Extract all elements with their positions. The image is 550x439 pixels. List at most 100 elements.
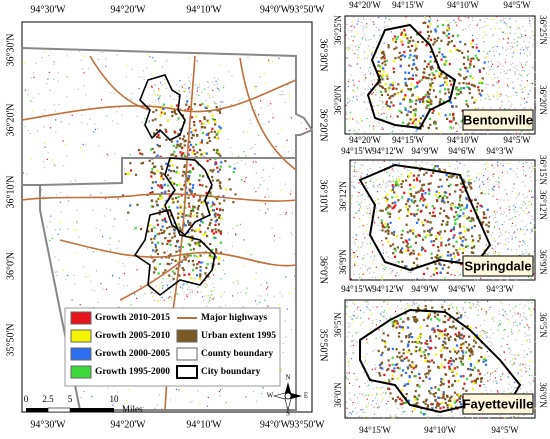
land-pixel bbox=[218, 216, 221, 219]
land-pixel bbox=[155, 248, 158, 252]
land-pixel bbox=[158, 102, 160, 104]
land-pixel bbox=[347, 98, 349, 100]
land-pixel bbox=[60, 221, 62, 223]
land-pixel bbox=[437, 185, 440, 188]
land-pixel bbox=[266, 188, 269, 190]
land-pixel bbox=[441, 23, 444, 27]
land-pixel bbox=[210, 256, 213, 259]
land-pixel bbox=[398, 109, 401, 113]
land-pixel bbox=[468, 170, 470, 172]
land-pixel bbox=[352, 384, 354, 387]
land-pixel bbox=[129, 204, 132, 207]
land-pixel bbox=[44, 51, 46, 53]
land-pixel bbox=[268, 59, 270, 61]
land-pixel bbox=[370, 98, 372, 101]
land-pixel bbox=[353, 263, 356, 265]
land-pixel bbox=[191, 207, 194, 210]
land-pixel bbox=[199, 265, 202, 269]
land-pixel bbox=[378, 122, 381, 124]
land-pixel bbox=[165, 130, 168, 133]
land-pixel bbox=[408, 122, 411, 125]
land-pixel bbox=[496, 370, 498, 373]
land-pixel bbox=[533, 59, 536, 61]
land-pixel bbox=[183, 283, 185, 285]
land-pixel bbox=[400, 28, 402, 30]
land-pixel bbox=[508, 347, 510, 349]
land-pixel bbox=[169, 177, 172, 180]
land-pixel bbox=[478, 234, 481, 237]
land-pixel bbox=[414, 86, 417, 89]
land-pixel bbox=[483, 356, 486, 360]
land-pixel bbox=[508, 372, 510, 374]
land-pixel bbox=[75, 252, 77, 254]
land-pixel bbox=[100, 192, 102, 194]
land-pixel bbox=[505, 94, 507, 96]
land-pixel bbox=[422, 76, 425, 79]
land-pixel bbox=[434, 165, 437, 168]
land-pixel bbox=[354, 302, 356, 304]
land-pixel bbox=[437, 404, 440, 407]
land-pixel bbox=[478, 70, 482, 73]
land-pixel bbox=[488, 95, 490, 97]
land-pixel bbox=[408, 175, 411, 178]
land-pixel bbox=[250, 254, 252, 256]
land-pixel bbox=[525, 364, 527, 366]
land-pixel bbox=[360, 194, 362, 196]
land-pixel bbox=[512, 81, 514, 83]
land-pixel bbox=[492, 278, 494, 281]
land-pixel bbox=[523, 98, 525, 100]
land-pixel bbox=[225, 249, 227, 251]
land-pixel bbox=[521, 244, 523, 246]
land-pixel bbox=[453, 401, 456, 404]
land-pixel bbox=[533, 25, 535, 27]
land-pixel bbox=[416, 85, 419, 88]
lat-label: 36°25'N bbox=[333, 15, 343, 45]
land-pixel bbox=[424, 349, 427, 352]
land-pixel bbox=[488, 417, 490, 419]
land-pixel bbox=[519, 52, 521, 54]
land-pixel bbox=[116, 247, 118, 249]
land-pixel bbox=[409, 105, 412, 108]
land-pixel bbox=[199, 129, 201, 131]
land-pixel bbox=[482, 107, 484, 109]
land-pixel bbox=[494, 246, 496, 248]
land-pixel bbox=[387, 367, 390, 371]
land-pixel bbox=[375, 88, 377, 91]
land-pixel bbox=[442, 195, 445, 198]
land-pixel bbox=[423, 308, 426, 311]
land-pixel bbox=[407, 367, 410, 370]
land-pixel bbox=[213, 274, 215, 276]
land-pixel bbox=[413, 179, 416, 182]
land-pixel bbox=[351, 44, 353, 46]
land-pixel bbox=[371, 83, 374, 85]
land-pixel bbox=[403, 35, 406, 38]
land-pixel bbox=[375, 207, 377, 209]
land-pixel bbox=[387, 30, 389, 32]
land-pixel bbox=[268, 196, 270, 198]
land-pixel bbox=[164, 219, 167, 222]
land-pixel bbox=[425, 44, 428, 47]
land-pixel bbox=[508, 218, 510, 220]
land-pixel bbox=[158, 287, 160, 289]
land-pixel bbox=[465, 103, 468, 106]
land-pixel bbox=[358, 208, 360, 210]
land-pixel bbox=[447, 88, 450, 91]
land-pixel bbox=[419, 197, 423, 200]
land-pixel bbox=[407, 326, 410, 329]
land-pixel bbox=[393, 247, 396, 250]
land-pixel bbox=[209, 158, 212, 161]
land-pixel bbox=[407, 211, 410, 214]
land-pixel bbox=[158, 136, 161, 139]
land-pixel bbox=[200, 220, 203, 223]
land-pixel bbox=[524, 212, 526, 214]
land-pixel bbox=[407, 380, 411, 383]
land-pixel bbox=[81, 114, 83, 116]
land-pixel bbox=[462, 29, 464, 31]
land-pixel bbox=[152, 110, 155, 114]
land-pixel bbox=[414, 109, 418, 112]
land-pixel bbox=[154, 60, 156, 62]
land-pixel bbox=[46, 226, 48, 228]
land-pixel bbox=[389, 180, 391, 182]
land-pixel bbox=[496, 198, 498, 200]
land-pixel bbox=[457, 379, 460, 382]
